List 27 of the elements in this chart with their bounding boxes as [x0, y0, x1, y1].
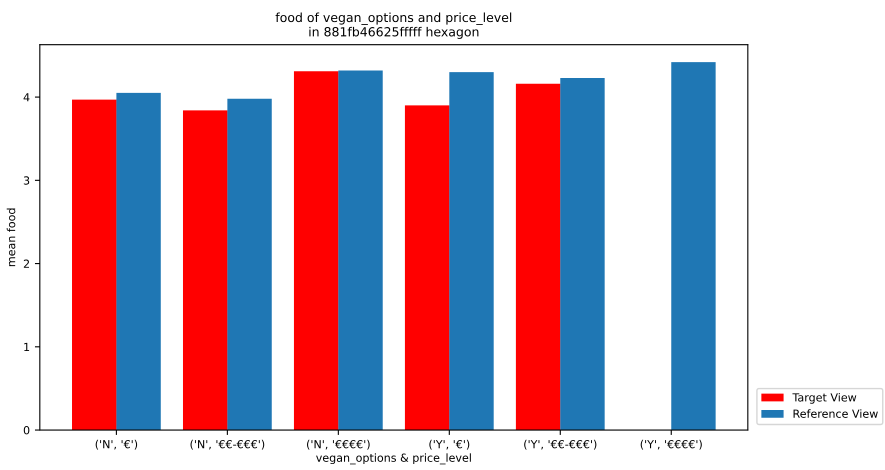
x-tick-label: ('N', '€€-€€€'): [190, 440, 264, 450]
x-axis-title: vegan_options & price_level: [316, 453, 471, 464]
bar: [227, 98, 272, 430]
x-tick-label: ('Y', '€'): [429, 440, 470, 450]
chart-title: food of vegan_options and price_level in 881fb46625fffff hexagon: [276, 12, 512, 39]
x-tick-label: ('Y', '€€€€'): [640, 440, 702, 450]
legend-label: Target View: [792, 392, 856, 404]
x-tick-label: ('Y', '€€-€€€'): [524, 440, 596, 450]
y-tick-label: 0: [24, 426, 30, 434]
bar: [516, 84, 560, 430]
x-tick-label: ('N', '€€€€'): [307, 440, 370, 450]
bar: [404, 105, 450, 430]
y-tick-label: 3: [24, 176, 30, 185]
legend-label: Reference View: [794, 409, 878, 418]
bar: [671, 62, 716, 430]
bar: [338, 70, 383, 430]
bar: [560, 78, 605, 430]
x-tick-label: ('N', '€'): [96, 440, 138, 450]
y-axis-title: mean food: [6, 208, 16, 266]
bar: [449, 72, 494, 430]
y-tick-label: 2: [24, 260, 29, 268]
y-tick-label: 4: [24, 93, 30, 102]
bar: [72, 100, 116, 430]
bar: [294, 71, 338, 430]
bar: [116, 92, 161, 430]
y-tick-label: 1: [24, 342, 30, 352]
bar: [182, 110, 228, 430]
